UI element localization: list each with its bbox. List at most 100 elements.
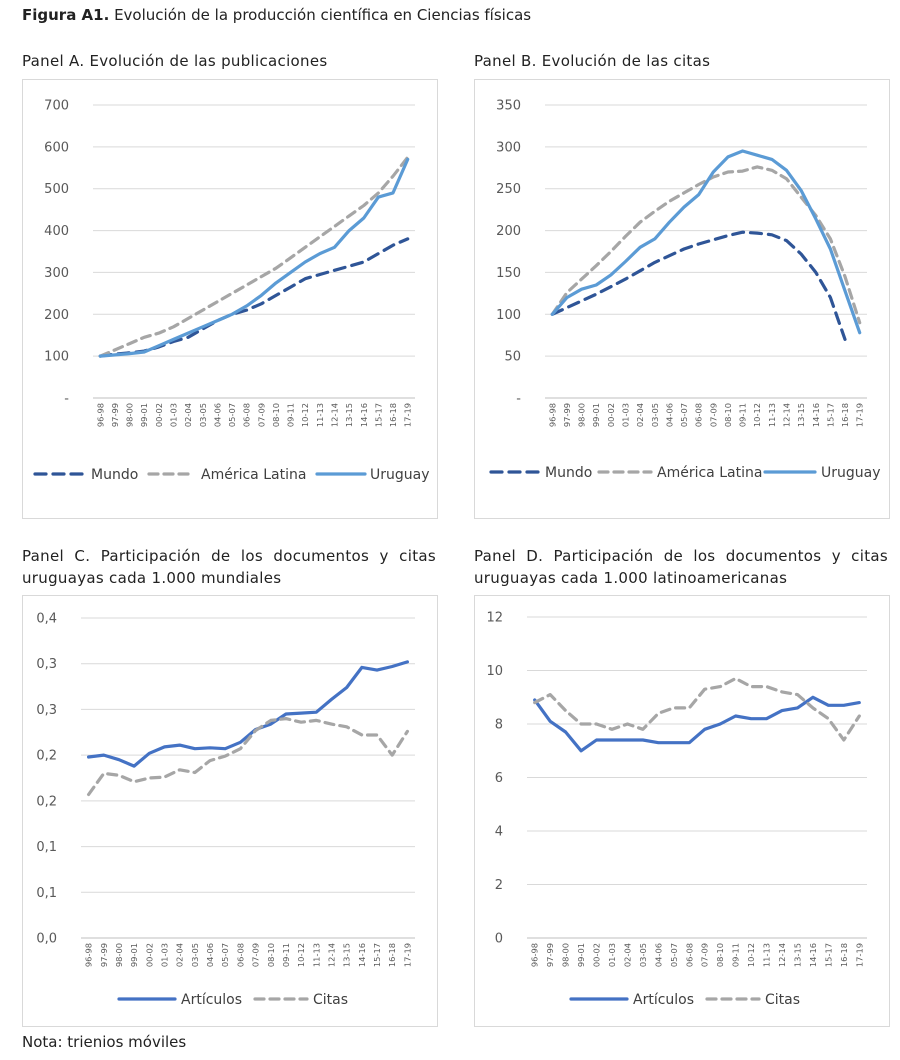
y-tick-label: 6 <box>495 771 503 786</box>
legend: Mundo América Latina Uruguay <box>33 467 430 483</box>
x-tick-label: 09-11 <box>281 943 291 967</box>
y-tick-label: 500 <box>44 182 69 197</box>
x-tick-label: 16-18 <box>388 403 398 427</box>
legend: Mundo América Latina Uruguay <box>489 465 881 481</box>
x-tick-label: 11-13 <box>762 943 772 967</box>
legend-label: Mundo <box>91 467 138 483</box>
y-tick-label: - <box>64 392 69 407</box>
y-tick-label: 2 <box>495 878 503 893</box>
legend-label: Uruguay <box>821 465 881 481</box>
x-tick-label: 09-11 <box>738 403 748 427</box>
series-line-2 <box>98 155 410 358</box>
x-tick-label: 01-03 <box>169 403 179 427</box>
x-tick-label: 98-00 <box>577 403 587 427</box>
y-tick-label: 600 <box>44 140 69 155</box>
x-tick-label: 03-05 <box>650 403 660 427</box>
y-tick-label: 0 <box>495 932 503 947</box>
figure-note: Nota: trienios móviles <box>22 1033 187 1051</box>
y-tick-label: - <box>516 392 521 407</box>
x-tick-label: 04-06 <box>212 403 222 427</box>
panel-d-title: Panel D. Participación de los documentos… <box>474 547 888 587</box>
x-tick-label: 10-12 <box>300 403 310 427</box>
x-tick-label: 00-02 <box>592 943 602 967</box>
series-line-1 <box>550 230 847 341</box>
x-tick-label: 03-05 <box>198 403 208 427</box>
x-tick-label: 16-18 <box>839 943 849 967</box>
x-tick-label: 11-13 <box>311 943 321 967</box>
x-tick-label: 08-10 <box>271 403 281 427</box>
y-tick-label: 200 <box>44 308 69 323</box>
x-tick-label: 11-13 <box>315 403 325 427</box>
x-tick-label: 16-18 <box>387 943 397 967</box>
y-tick-label: 100 <box>44 350 69 365</box>
y-tick-label: 4 <box>495 825 503 840</box>
figure-title-text: Evolución de la producción científica en… <box>114 6 532 24</box>
series-line-2 <box>533 676 861 742</box>
x-tick-label: 04-06 <box>205 943 215 967</box>
series-line-1 <box>87 660 409 768</box>
legend-label: Citas <box>313 992 348 1008</box>
x-tick-label: 01-03 <box>621 403 631 427</box>
x-tick-label: 12-14 <box>327 943 337 967</box>
series-line-1 <box>98 237 410 358</box>
x-tick-label: 10-12 <box>752 403 762 427</box>
x-tick-label: 97-99 <box>562 403 572 427</box>
y-tick-label: 10 <box>486 664 503 679</box>
x-tick-label: 14-16 <box>359 403 369 427</box>
panel-b-title: Panel B. Evolución de las citas <box>474 52 711 70</box>
series-line-3 <box>98 157 410 358</box>
x-tick-label: 14-16 <box>811 403 821 427</box>
chart-panel-b: - 50 100 150 200 250 300 350 96-98 97-99 98-00 99-0… <box>474 79 890 519</box>
chart-panel-c: 0,0 0,1 0,1 0,2 0,2 0,3 0,3 0,4 96-98 97-99 98-00 9… <box>22 595 438 1027</box>
x-tick-label: 06-08 <box>684 943 694 967</box>
y-tick-label: 150 <box>496 266 521 281</box>
y-tick-label: 0,0 <box>36 932 57 947</box>
x-tick-label: 05-07 <box>227 403 237 427</box>
x-tick-label: 97-99 <box>110 403 120 427</box>
x-tick-label: 06-08 <box>242 403 252 427</box>
series-line-2 <box>550 165 862 325</box>
x-tick-label: 96-98 <box>547 403 557 427</box>
legend-label: Uruguay <box>370 467 430 483</box>
series-line-3 <box>550 149 862 335</box>
chart-d-svg: 0 2 4 6 8 10 12 96-98 97-99 98-00 99-01 00-02 01-03 0… <box>486 611 867 1008</box>
x-tick-label: 99-01 <box>591 403 601 427</box>
x-tick-label: 10-12 <box>746 943 756 967</box>
y-tick-label: 8 <box>495 718 503 733</box>
x-tick-label: 05-07 <box>669 943 679 967</box>
x-tick-label: 07-09 <box>256 403 266 427</box>
y-tick-label: 250 <box>496 182 521 197</box>
x-tick-label: 96-98 <box>530 943 540 967</box>
x-tick-label: 00-02 <box>144 943 154 967</box>
x-tick-label: 13-15 <box>792 943 802 967</box>
chart-a-svg: - 100 200 300 400 500 600 700 96-98 97-99 98-00 99-… <box>33 99 430 483</box>
legend-label: Citas <box>765 992 800 1008</box>
y-tick-label: 200 <box>496 224 521 239</box>
x-tick-label: 96-98 <box>95 403 105 427</box>
legend-label: América Latina <box>201 467 306 483</box>
x-tick-label: 14-16 <box>357 943 367 967</box>
x-tick-label: 15-17 <box>372 943 382 967</box>
y-tick-label: 0,4 <box>36 612 57 627</box>
x-tick-label: 02-04 <box>622 943 632 967</box>
x-tick-label: 08-10 <box>266 943 276 967</box>
x-tick-label: 02-04 <box>183 403 193 427</box>
x-tick-label: 07-09 <box>708 403 718 427</box>
y-tick-label: 0,3 <box>36 703 57 718</box>
x-tick-label: 15-17 <box>825 403 835 427</box>
x-tick-label: 13-15 <box>344 403 354 427</box>
figure-label: Figura A1. <box>22 6 110 24</box>
y-tick-label: 0,2 <box>36 749 57 764</box>
x-tick-label: 96-98 <box>84 943 94 967</box>
x-tick-label: 00-02 <box>606 403 616 427</box>
x-tick-label: 12-14 <box>777 943 787 967</box>
x-tick-label: 99-01 <box>576 943 586 967</box>
x-tick-label: 13-15 <box>342 943 352 967</box>
legend-label: Artículos <box>181 992 242 1008</box>
x-tick-label: 06-08 <box>235 943 245 967</box>
panel-a-title: Panel A. Evolución de las publicaciones <box>22 52 328 70</box>
x-tick-label: 12-14 <box>782 403 792 427</box>
x-tick-label: 13-15 <box>796 403 806 427</box>
x-tick-label: 02-04 <box>635 403 645 427</box>
y-tick-label: 0,2 <box>36 794 57 809</box>
